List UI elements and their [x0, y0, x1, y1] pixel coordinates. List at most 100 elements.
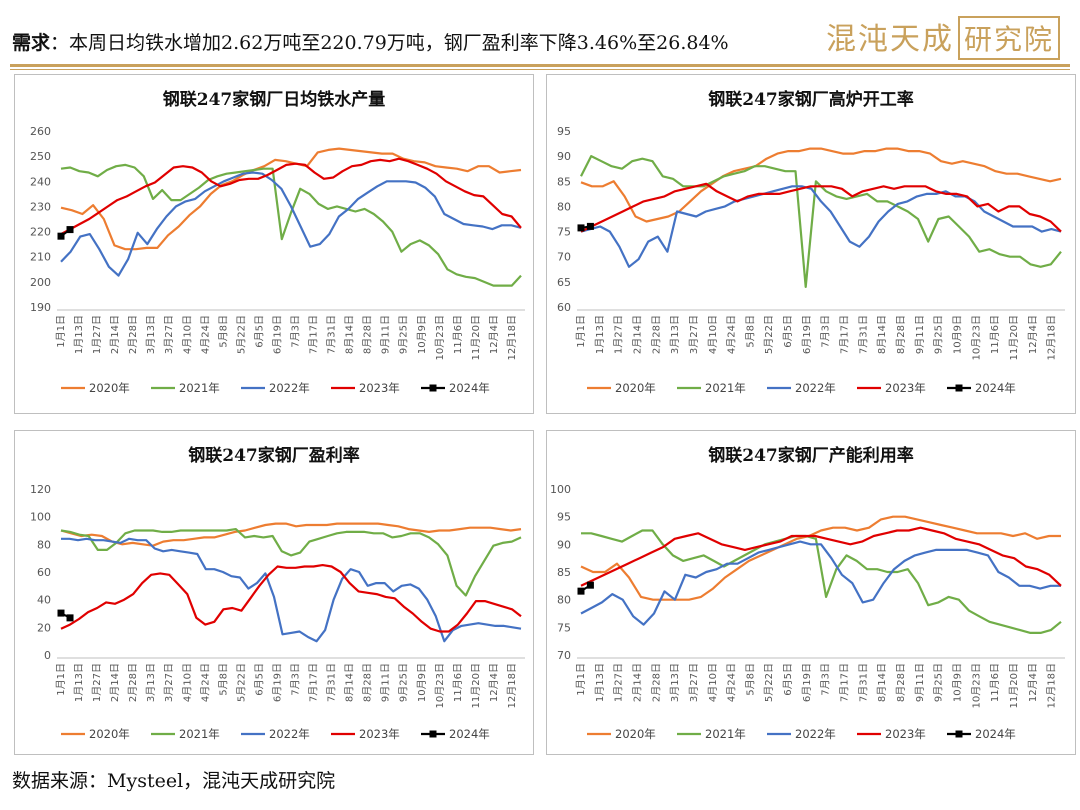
y-tick-label: 90 [557, 150, 571, 163]
x-tick-label: 2月28日 [127, 315, 139, 354]
x-tick-label: 8月28日 [362, 315, 374, 354]
x-tick-label: 12月18日 [506, 315, 518, 360]
series-line-2023年 [580, 526, 1062, 587]
series-line-2022年 [580, 540, 1061, 626]
x-tick-label: 5月8日 [744, 663, 756, 696]
legend-label: 2021年 [179, 727, 220, 741]
x-tick-label: 2月28日 [127, 663, 139, 702]
x-tick-label: 2月14日 [109, 663, 121, 702]
x-tick-label: 10月23日 [970, 315, 982, 360]
y-tick-label: 75 [557, 621, 571, 634]
x-tick-label: 7月3日 [820, 315, 832, 348]
x-tick-label: 4月10日 [707, 663, 719, 702]
legend-label: 2020年 [615, 381, 656, 395]
x-tick-label: 3月13日 [669, 663, 681, 702]
y-tick-label: 100 [550, 483, 571, 496]
x-tick-label: 2月28日 [650, 663, 662, 702]
x-tick-label: 8月14日 [876, 315, 888, 354]
x-tick-label: 5月8日 [217, 315, 229, 348]
x-tick-label: 1月13日 [594, 315, 606, 354]
x-tick-label: 8月14日 [344, 663, 356, 702]
x-tick-label: 6月5日 [782, 663, 794, 696]
x-tick-label: 7月3日 [820, 663, 832, 696]
y-tick-label: 100 [30, 511, 51, 524]
x-tick-label: 1月27日 [91, 663, 103, 702]
x-tick-label: 6月5日 [253, 663, 265, 696]
y-tick-label: 80 [557, 200, 571, 213]
y-tick-label: 40 [37, 594, 51, 607]
legend-label: 2024年 [449, 381, 490, 395]
x-tick-label: 12月18日 [1046, 663, 1058, 708]
x-tick-label: 3月13日 [145, 663, 157, 702]
series-marker-2024年 [66, 614, 74, 622]
x-tick-label: 7月17日 [308, 663, 320, 702]
legend-label: 2022年 [269, 727, 310, 741]
y-tick-label: 200 [30, 276, 51, 289]
x-tick-label: 5月8日 [217, 663, 229, 696]
x-tick-label: 11月20日 [1008, 315, 1020, 360]
y-tick-label: 70 [557, 251, 571, 264]
x-tick-label: 1月13日 [73, 315, 85, 354]
legend-label: 2020年 [615, 727, 656, 741]
series-marker-2024年 [57, 609, 65, 617]
x-tick-label: 1月27日 [613, 315, 625, 354]
y-tick-label: 210 [30, 251, 51, 264]
x-tick-label: 3月27日 [163, 315, 175, 354]
x-tick-label: 10月9日 [416, 663, 428, 702]
y-tick-label: 240 [30, 175, 51, 188]
x-tick-label: 9月11日 [380, 663, 392, 702]
x-tick-label: 7月3日 [290, 663, 302, 696]
x-tick-label: 8月14日 [344, 315, 356, 354]
x-tick-label: 8月28日 [362, 663, 374, 702]
x-tick-label: 4月24日 [726, 315, 738, 354]
headline-label: 需求 [12, 32, 51, 54]
x-tick-label: 6月5日 [782, 315, 794, 348]
x-tick-label: 3月27日 [163, 663, 175, 702]
x-tick-label: 7月17日 [839, 315, 851, 354]
x-tick-label: 5月22日 [235, 663, 247, 702]
x-tick-label: 7月31日 [857, 315, 869, 354]
x-tick-label: 4月10日 [707, 315, 719, 354]
series-line-2022年 [580, 185, 1062, 268]
x-tick-label: 5月22日 [235, 315, 247, 354]
x-tick-label: 3月13日 [145, 315, 157, 354]
series-line-2021年 [60, 163, 522, 287]
x-tick-label: 2月14日 [631, 663, 643, 702]
legend-label: 2023年 [885, 727, 926, 741]
x-tick-label: 4月10日 [181, 315, 193, 354]
legend-label: 2024年 [449, 727, 490, 741]
x-tick-label: 9月25日 [933, 663, 945, 702]
series-line-2023年 [60, 564, 522, 633]
x-tick-label: 3月27日 [688, 315, 700, 354]
x-tick-label: 8月28日 [895, 315, 907, 354]
y-tick-label: 75 [557, 226, 571, 239]
series-line-2022年 [61, 537, 522, 643]
y-tick-label: 120 [30, 483, 51, 496]
x-tick-label: 9月11日 [380, 315, 392, 354]
x-tick-label: 11月6日 [989, 663, 1001, 702]
series-marker-2024年 [586, 222, 594, 230]
x-tick-label: 11月6日 [452, 663, 464, 702]
y-tick-label: 80 [557, 594, 571, 607]
x-tick-label: 5月22日 [763, 315, 775, 354]
logo-text: 混沌天成 [825, 22, 954, 57]
chart-panel-bf-operating-rate: 钢联247家钢厂高炉开工率 60 65 70 75 80 85 90 95 1月1日 1月13日 1月… [546, 74, 1076, 414]
legend-label: 2021年 [179, 381, 220, 395]
y-tick-label: 90 [557, 538, 571, 551]
x-tick-label: 6月19日 [801, 315, 813, 354]
x-tick-label: 10月9日 [951, 315, 963, 354]
x-tick-label: 11月20日 [1008, 663, 1020, 708]
y-tick-label: 65 [557, 276, 571, 289]
series-line-2022年 [60, 171, 522, 277]
x-tick-label: 12月4日 [1027, 315, 1039, 354]
x-tick-label: 9月25日 [398, 663, 410, 702]
x-tick-label: 6月19日 [271, 315, 283, 354]
x-tick-label: 11月6日 [452, 315, 464, 354]
chart-svg: 钢联247家钢厂盈利率 0 20 40 60 80 100 120 1月1日 1月13日 1月27日… [30, 445, 525, 741]
chart-panel-hot-metal: 钢联247家钢厂日均铁水产量 190 200 210 220 230 240 250 260 1月… [14, 74, 534, 414]
legend-marker [429, 730, 437, 738]
x-tick-label: 12月18日 [1046, 315, 1058, 360]
series-line-2020年 [60, 147, 522, 251]
x-tick-label: 8月28日 [895, 663, 907, 702]
chart-title: 钢联247家钢厂产能利用率 [708, 445, 914, 466]
